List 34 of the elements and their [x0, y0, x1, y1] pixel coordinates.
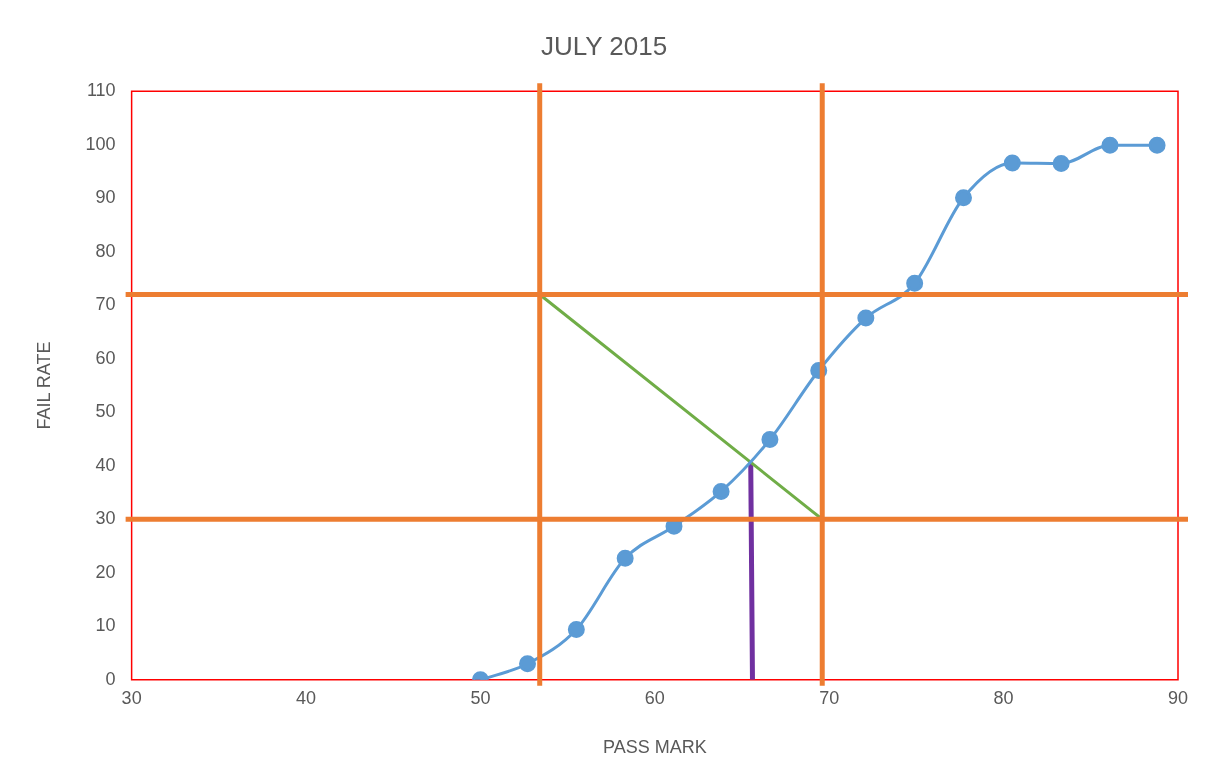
x-tick-label: 50: [470, 687, 491, 708]
x-tick-label: 40: [296, 687, 317, 708]
x-tick-label: 80: [993, 687, 1014, 708]
point: [616, 549, 634, 567]
point: [1003, 154, 1021, 172]
x-tick-label: 70: [819, 687, 840, 708]
y-tick-label: 50: [95, 401, 116, 422]
point: [712, 482, 730, 500]
y-tick-label: 0: [105, 668, 116, 689]
y-tick-label: 40: [95, 454, 116, 475]
point: [1052, 154, 1070, 172]
point: [1101, 136, 1119, 154]
chart-title: JULY 2015: [540, 30, 668, 61]
point: [955, 189, 972, 207]
y-tick-label: 20: [95, 561, 116, 582]
y-tick-label: 30: [95, 508, 116, 529]
point: [519, 655, 537, 673]
y-tick-label: 90: [95, 187, 116, 208]
point: [567, 621, 585, 638]
y-tick-label: 60: [95, 347, 116, 368]
point: [1148, 136, 1166, 154]
point: [906, 274, 924, 292]
y-tick-label: 110: [86, 80, 116, 101]
x-axis-title: PASS MARK: [602, 737, 707, 758]
y-axis-title: FAIL RATE: [33, 341, 54, 430]
x-tick-label: 30: [121, 687, 142, 708]
point: [857, 309, 875, 327]
y-tick-label: 100: [85, 133, 116, 154]
point: [761, 431, 779, 449]
x-tick-label: 90: [1167, 687, 1189, 708]
y-tick-label: 70: [95, 294, 116, 315]
y-tick-label: 10: [95, 615, 116, 636]
x-tick-label: 60: [644, 687, 665, 708]
y-tick-label: 80: [95, 240, 116, 261]
